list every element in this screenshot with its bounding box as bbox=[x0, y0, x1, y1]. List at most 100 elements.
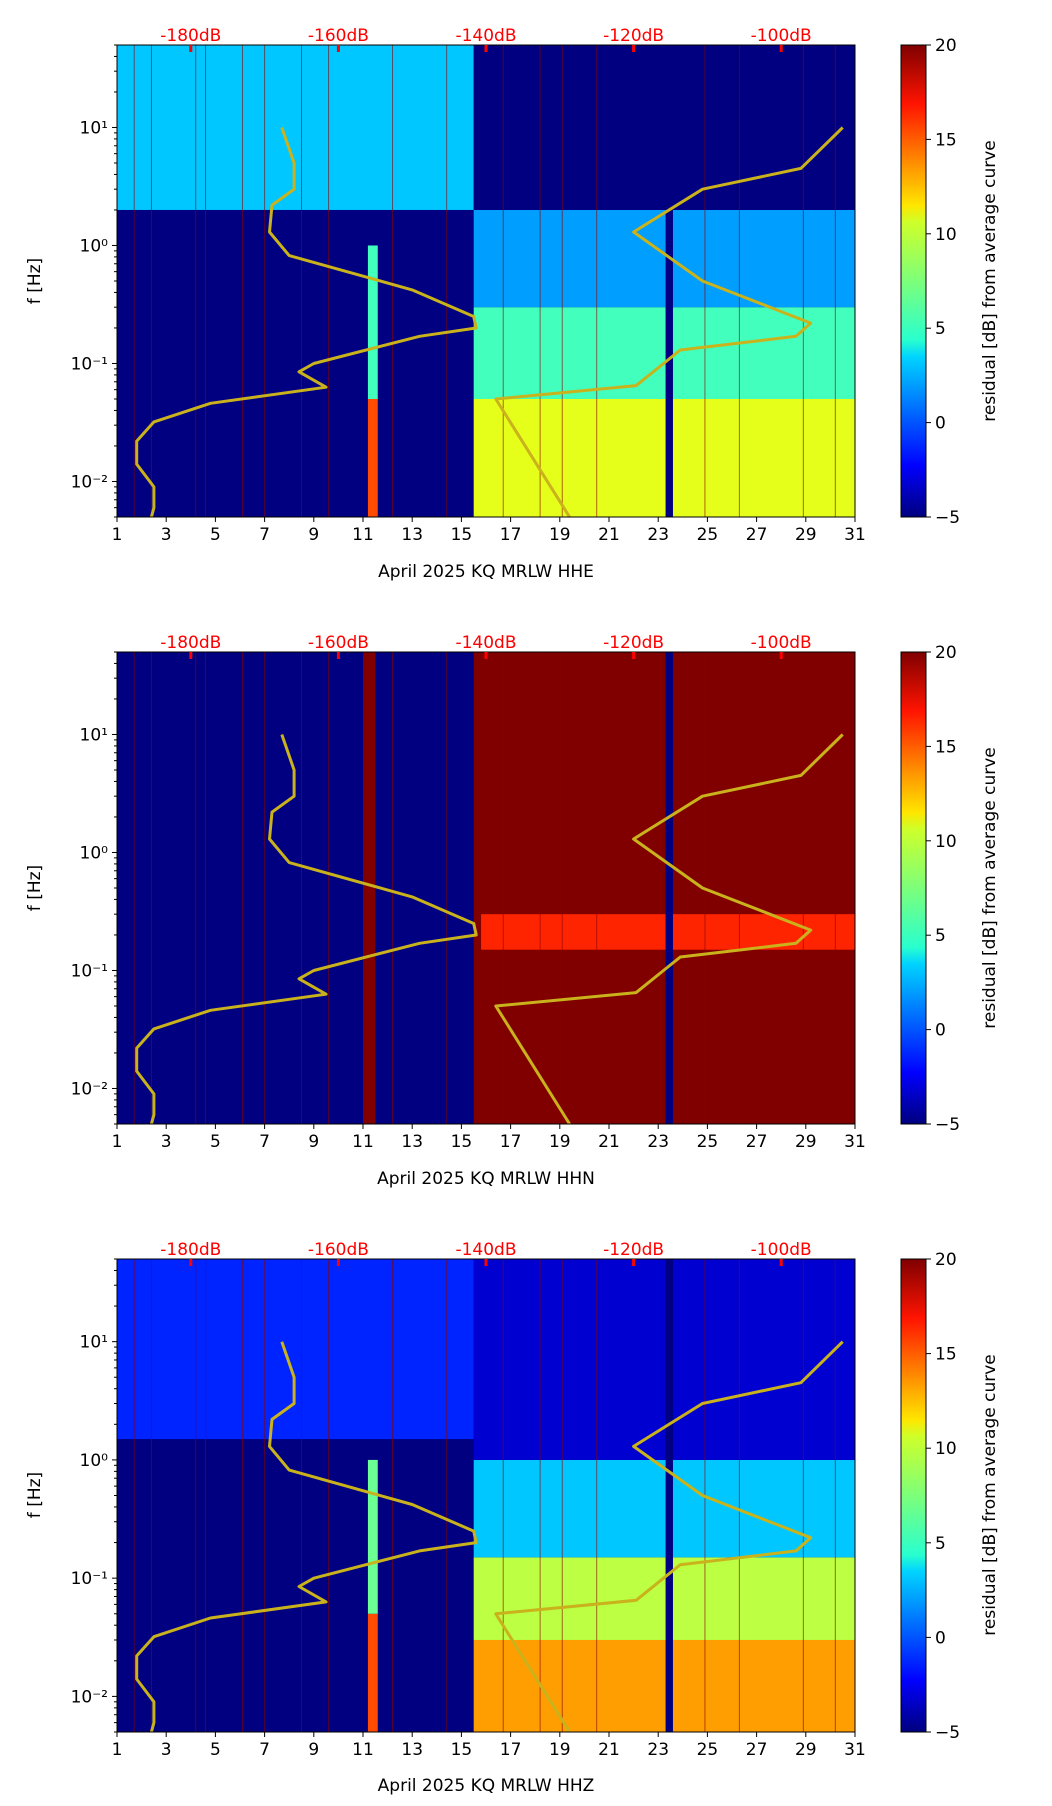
x-tick-label: 9 bbox=[308, 1132, 319, 1152]
x-tick-label: 15 bbox=[451, 1132, 473, 1152]
top-axis-label: -160dB bbox=[308, 26, 369, 46]
top-axis-hhe: -180dB -160dB -140dB -120dB -100dB bbox=[160, 26, 812, 52]
top-axis-tick bbox=[779, 45, 783, 52]
heatmap-cell bbox=[367, 1459, 378, 1614]
x-tick-label: 1 bbox=[112, 525, 123, 545]
heatmap-cell bbox=[665, 45, 673, 517]
top-axis-tick bbox=[484, 1259, 488, 1266]
colorbar-ticks-hhe: −5 0 5 10 15 20 bbox=[926, 36, 960, 528]
heatmap-cell bbox=[473, 45, 855, 210]
average-curve-line bbox=[135, 127, 478, 518]
panel-hhe: 1 3 5 7 9 11 13 15 17 19 21 23 25 27 29 31 10⁻²10⁻¹10⁰1… bbox=[25, 26, 1000, 582]
heatmap-cell bbox=[473, 1259, 855, 1460]
y-axis-label-hhz: f [Hz] bbox=[25, 1472, 45, 1518]
colorbar-tick-label: 0 bbox=[935, 414, 946, 434]
heatmap-hhz bbox=[117, 1259, 855, 1732]
x-tick-label: 25 bbox=[697, 525, 719, 545]
x-tick-label: 9 bbox=[308, 525, 319, 545]
x-tick-label: 5 bbox=[210, 1132, 221, 1152]
heatmap-cell bbox=[473, 1459, 855, 1558]
top-axis-tick bbox=[632, 1259, 636, 1266]
x-tick-label: 21 bbox=[598, 1132, 620, 1152]
top-axis-tick bbox=[189, 45, 193, 52]
heatmap-cell bbox=[473, 1557, 855, 1640]
x-tick-label: 21 bbox=[598, 1740, 620, 1760]
x-tick-label: 19 bbox=[549, 1740, 571, 1760]
top-axis-tick bbox=[779, 1259, 783, 1266]
top-axis-label: -140dB bbox=[455, 633, 516, 653]
x-tick-label: 13 bbox=[401, 1740, 423, 1760]
x-tick-label: 31 bbox=[844, 1740, 866, 1760]
colorbar-hhz bbox=[900, 1258, 927, 1733]
y-tick-label: 10⁻² bbox=[71, 1687, 108, 1707]
y-ticks-hhe: 10⁻² 10⁻¹ 10⁰ 10¹ bbox=[71, 44, 117, 518]
top-axis-label: -120dB bbox=[603, 26, 664, 46]
top-axis-tick bbox=[189, 1259, 193, 1266]
x-tick-label: 11 bbox=[352, 1740, 374, 1760]
x-tick-label: 3 bbox=[161, 1132, 172, 1152]
colorbar-tick-label: 20 bbox=[935, 36, 957, 56]
top-axis-label: -180dB bbox=[160, 1240, 221, 1260]
x-tick-label: 19 bbox=[549, 1132, 571, 1152]
colorbar-tick-label: 10 bbox=[935, 832, 957, 852]
colorbar-tick-label: 15 bbox=[935, 130, 957, 150]
x-tick-label: 23 bbox=[647, 1740, 669, 1760]
average-curve-line bbox=[494, 733, 844, 1125]
x-tick-label: 27 bbox=[746, 1740, 768, 1760]
colorbar-ticks-hhn: −5 0 5 10 15 20 bbox=[926, 643, 960, 1135]
heatmap-cell bbox=[117, 652, 474, 1124]
colorbar-tick-label: 10 bbox=[935, 225, 957, 245]
x-tick-label: 5 bbox=[210, 525, 221, 545]
heatmap-cell bbox=[117, 1439, 474, 1732]
x-tick-label: 3 bbox=[161, 1740, 172, 1760]
y-tick-label: 10⁰ bbox=[80, 843, 109, 863]
heatmap-cell bbox=[473, 399, 855, 517]
x-tick-label: 13 bbox=[401, 525, 423, 545]
top-axis-tick bbox=[779, 652, 783, 659]
y-tick-label: 10⁻² bbox=[71, 472, 108, 492]
x-tick-label: 17 bbox=[500, 1740, 522, 1760]
y-tick-label: 10⁻¹ bbox=[71, 961, 108, 981]
x-tick-label: 5 bbox=[210, 1740, 221, 1760]
top-axis-label: -100dB bbox=[751, 26, 812, 46]
colorbar-hhn bbox=[900, 651, 927, 1125]
x-tick-label: 17 bbox=[500, 525, 522, 545]
colorbar-tick-label: −5 bbox=[935, 1115, 960, 1135]
top-axis-label: -140dB bbox=[455, 26, 516, 46]
x-tick-label: 3 bbox=[161, 525, 172, 545]
colorbar-tick-label: 0 bbox=[935, 1021, 946, 1041]
x-tick-label: 31 bbox=[844, 525, 866, 545]
curve-hhe bbox=[135, 126, 844, 518]
x-tick-label: 7 bbox=[259, 1740, 270, 1760]
x-tick-label: 21 bbox=[598, 525, 620, 545]
gap-lines-hhe bbox=[133, 45, 836, 517]
average-curve-line bbox=[494, 126, 844, 518]
curve-hhn bbox=[135, 733, 844, 1125]
heatmap-cell bbox=[473, 652, 855, 1124]
x-tick-label: 11 bbox=[352, 525, 374, 545]
heatmap-hhn bbox=[117, 652, 855, 1124]
top-axis-tick bbox=[484, 652, 488, 659]
colorbar-tick-label: 0 bbox=[935, 1628, 946, 1648]
heatmap-cell bbox=[473, 209, 855, 308]
top-axis-tick bbox=[336, 45, 340, 52]
x-tick-label: 23 bbox=[647, 525, 669, 545]
top-axis-label: -120dB bbox=[603, 1240, 664, 1260]
colorbar-hhe bbox=[900, 44, 927, 518]
colorbar-label-hhn: residual [dB] from average curve bbox=[980, 747, 1000, 1028]
y-tick-label: 10⁻¹ bbox=[71, 354, 108, 374]
y-tick-label: 10¹ bbox=[80, 725, 108, 745]
top-axis-tick bbox=[632, 652, 636, 659]
gap-lines-hhn bbox=[133, 652, 836, 1124]
colorbar-label-hhe: residual [dB] from average curve bbox=[980, 140, 1000, 421]
x-axis-label-hhe: April 2025 KQ MRLW HHE bbox=[378, 562, 594, 582]
y-ticks-hhz: 10⁻² 10⁻¹ 10⁰ 10¹ bbox=[71, 1258, 117, 1733]
heatmap-cell bbox=[367, 399, 378, 517]
top-axis-hhn: -180dB -160dB -140dB -120dB -100dB bbox=[160, 633, 812, 659]
heatmap-cell bbox=[117, 1259, 474, 1440]
colorbar-tick-label: −5 bbox=[935, 508, 960, 528]
top-axis-label: -100dB bbox=[751, 633, 812, 653]
x-tick-label: 9 bbox=[308, 1740, 319, 1760]
heatmap-cell bbox=[367, 1613, 378, 1732]
x-tick-label: 15 bbox=[451, 525, 473, 545]
